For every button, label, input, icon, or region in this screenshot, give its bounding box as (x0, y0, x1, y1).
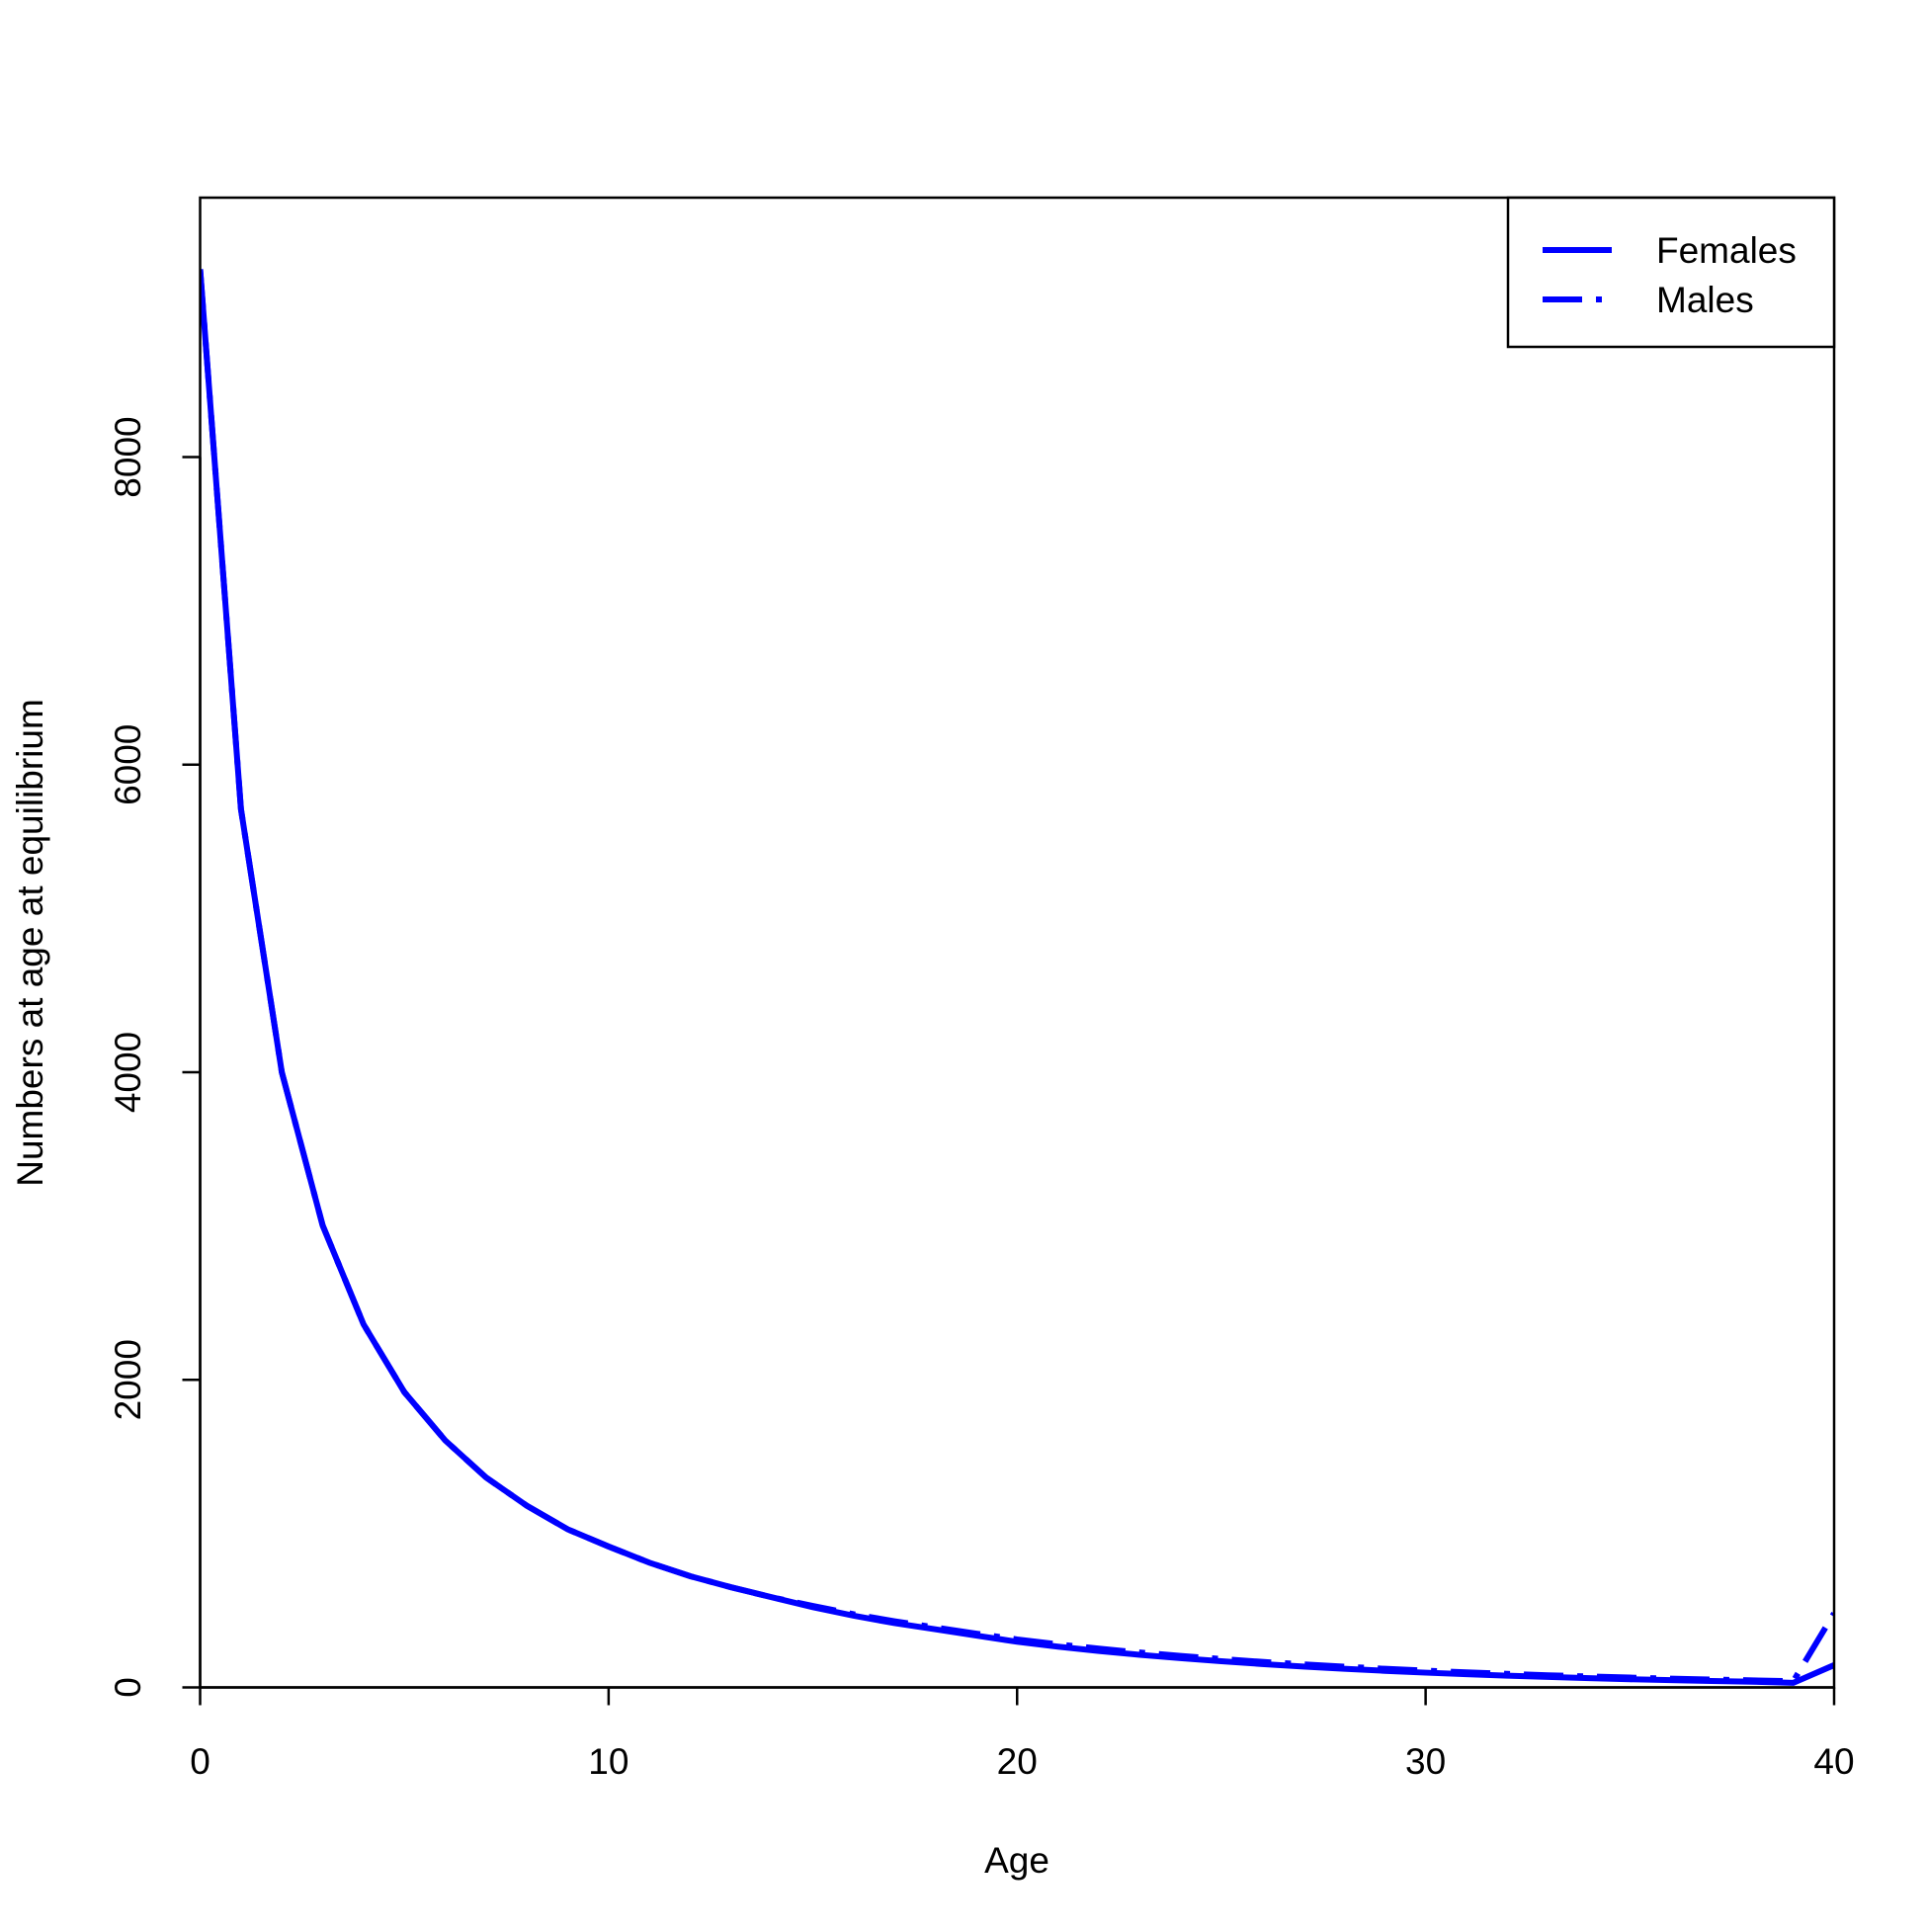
legend-label: Males (1656, 280, 1754, 320)
y-tick-label: 0 (108, 1677, 148, 1698)
y-tick-label: 8000 (108, 416, 148, 497)
x-tick-label: 30 (1405, 1741, 1446, 1782)
y-tick-label: 4000 (108, 1032, 148, 1113)
data-line (200, 269, 1834, 1685)
plot-frame (199, 196, 1836, 1689)
x-tick-label: 20 (997, 1741, 1038, 1782)
y-axis-title: Numbers at age at equilibrium (10, 699, 50, 1187)
legend-label: Females (1656, 230, 1797, 271)
x-tick-label: 40 (1813, 1741, 1854, 1782)
y-tick-label: 2000 (108, 1339, 148, 1420)
x-axis-title: Age (984, 1840, 1049, 1881)
legend-box (1506, 196, 1836, 349)
x-tick-label: 10 (588, 1741, 628, 1782)
x-tick-label: 0 (190, 1741, 210, 1782)
y-tick-label: 6000 (108, 724, 148, 805)
data-line (200, 269, 1834, 1686)
